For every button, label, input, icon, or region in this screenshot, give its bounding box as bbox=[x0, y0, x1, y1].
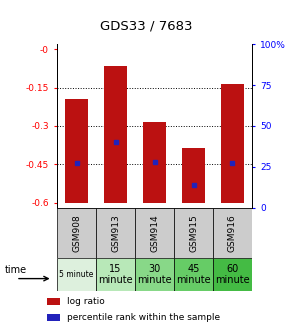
Bar bbox=[104, 66, 127, 202]
Bar bbox=[57, 208, 96, 258]
Text: GSM908: GSM908 bbox=[72, 214, 81, 252]
Bar bbox=[47, 314, 60, 320]
Text: GSM913: GSM913 bbox=[111, 214, 120, 252]
Text: 60
minute: 60 minute bbox=[215, 264, 250, 285]
Bar bbox=[135, 208, 174, 258]
Bar bbox=[65, 99, 88, 202]
Bar bbox=[135, 258, 174, 291]
Bar bbox=[96, 258, 135, 291]
Bar bbox=[57, 258, 96, 291]
Text: percentile rank within the sample: percentile rank within the sample bbox=[67, 313, 220, 322]
Text: GDS33 / 7683: GDS33 / 7683 bbox=[100, 20, 193, 33]
Bar bbox=[47, 298, 60, 305]
Bar bbox=[221, 84, 244, 202]
Text: GSM914: GSM914 bbox=[150, 214, 159, 252]
Text: 5 minute: 5 minute bbox=[59, 270, 94, 279]
Bar bbox=[182, 147, 205, 202]
Text: 45
minute: 45 minute bbox=[176, 264, 211, 285]
Bar bbox=[213, 208, 252, 258]
Text: 30
minute: 30 minute bbox=[137, 264, 172, 285]
Text: GSM916: GSM916 bbox=[228, 214, 237, 252]
Bar bbox=[143, 122, 166, 202]
Text: 15
minute: 15 minute bbox=[98, 264, 133, 285]
Bar bbox=[213, 258, 252, 291]
Text: GSM915: GSM915 bbox=[189, 214, 198, 252]
Bar bbox=[174, 258, 213, 291]
Text: time: time bbox=[5, 265, 27, 275]
Bar bbox=[174, 208, 213, 258]
Bar bbox=[96, 208, 135, 258]
Text: log ratio: log ratio bbox=[67, 297, 105, 306]
